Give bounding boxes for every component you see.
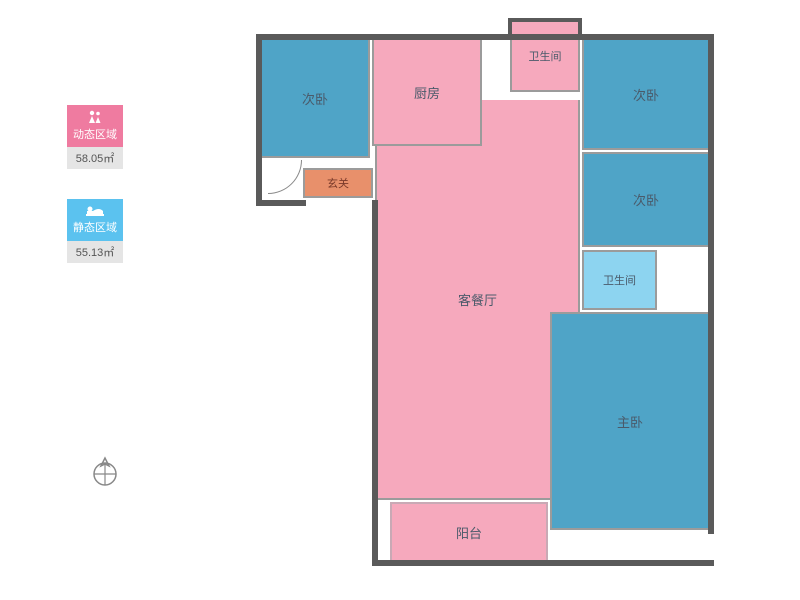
room-living-label: 客餐厅	[458, 290, 497, 309]
floorplan: 客餐厅 厨房 次卧 卫生间 次卧 玄关 次卧 卫生间 主卧 阳台	[250, 20, 720, 580]
room-entry-label: 玄关	[327, 175, 349, 191]
room-balcony: 阳台	[390, 502, 548, 562]
room-entry: 玄关	[303, 168, 373, 198]
legend-static: 静态区域 55.13㎡	[60, 199, 130, 263]
legend-dynamic-value: 58.05㎡	[67, 147, 123, 169]
room-bath-mid-label: 卫生间	[603, 272, 636, 288]
legend-dynamic-label: 动态区域	[73, 126, 117, 142]
outer-wall-step	[256, 200, 306, 206]
bed-icon	[85, 205, 105, 217]
legend-static-label: 静态区域	[73, 219, 117, 235]
legend: 动态区域 58.05㎡ 静态区域 55.13㎡	[60, 105, 130, 293]
room-kitchen: 厨房	[372, 38, 482, 146]
room-master-label: 主卧	[617, 412, 643, 431]
people-icon	[86, 110, 104, 124]
room-bath-mid: 卫生间	[582, 250, 657, 310]
room-bedroom-tl-label: 次卧	[302, 89, 328, 108]
door-arc	[268, 160, 302, 194]
room-bath-top: 卫生间	[510, 20, 580, 92]
room-bedroom-mr-label: 次卧	[633, 190, 659, 209]
legend-dynamic-box: 动态区域	[67, 105, 123, 147]
legend-dynamic: 动态区域 58.05㎡	[60, 105, 130, 169]
room-bedroom-mr: 次卧	[582, 152, 710, 247]
room-kitchen-label: 厨房	[414, 83, 440, 102]
room-bedroom-tl: 次卧	[260, 38, 370, 158]
room-bedroom-tr-label: 次卧	[633, 85, 659, 104]
room-master: 主卧	[550, 312, 710, 530]
room-bedroom-tr: 次卧	[582, 38, 710, 150]
legend-static-box: 静态区域	[67, 199, 123, 241]
compass-icon	[88, 455, 122, 494]
legend-static-value: 55.13㎡	[67, 241, 123, 263]
room-bath-top-label: 卫生间	[529, 48, 562, 64]
room-balcony-label: 阳台	[456, 523, 482, 542]
